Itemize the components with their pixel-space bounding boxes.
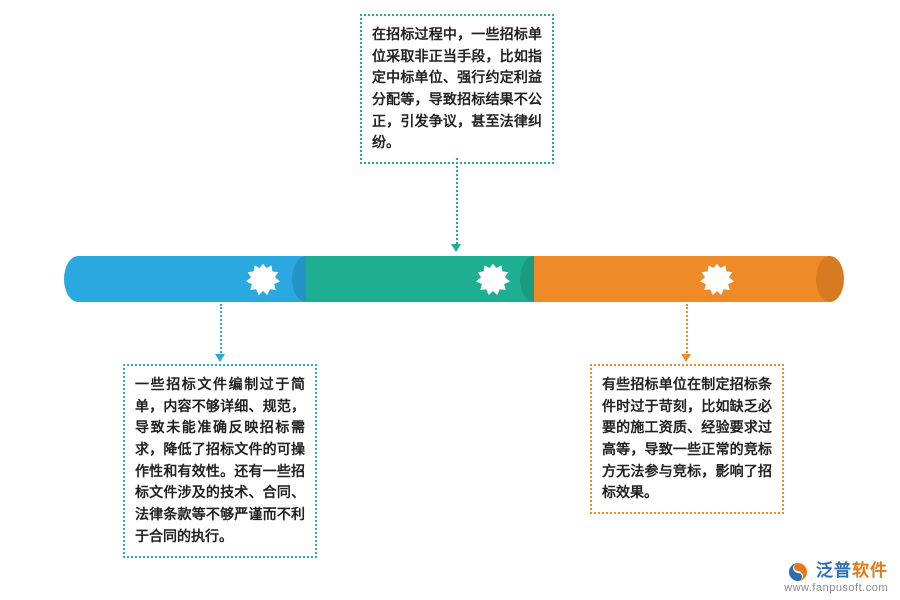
badge-1	[246, 262, 280, 296]
watermark-url: www.fanpusoft.com	[784, 582, 888, 594]
logo-icon	[788, 562, 808, 582]
connector-blue	[220, 304, 222, 356]
watermark-brand: 泛普软件	[816, 561, 888, 580]
segment-orange	[534, 256, 830, 302]
box-bottom-left: 一些招标文件编制过于简单，内容不够详细、规范，导致未能准确反映招标需求，降低了招…	[123, 364, 317, 558]
badge-3	[700, 262, 734, 296]
connector-orange	[686, 304, 688, 356]
connector-green	[456, 158, 458, 244]
box-top-center: 在招标过程中，一些招标单位采取非正当手段，比如指定中标单位、强行约定利益分配等，…	[360, 14, 554, 164]
box-bottom-left-text: 一些招标文件编制过于简单，内容不够详细、规范，导致未能准确反映招标需求，降低了招…	[135, 374, 305, 548]
box-bottom-right-text: 有些招标单位在制定招标条件时过于苛刻，比如缺乏必要的施工资质、经验要求过高等，导…	[602, 374, 772, 504]
box-bottom-right: 有些招标单位在制定招标条件时过于苛刻，比如缺乏必要的施工资质、经验要求过高等，导…	[590, 364, 784, 514]
arrow-orange	[681, 354, 691, 362]
arrow-blue	[215, 354, 225, 362]
arrow-green	[451, 244, 461, 252]
badge-2	[476, 262, 510, 296]
box-top-center-text: 在招标过程中，一些招标单位采取非正当手段，比如指定中标单位、强行约定利益分配等，…	[372, 24, 542, 154]
watermark: 泛普软件 www.fanpusoft.com	[784, 556, 888, 594]
diagram-canvas: 在招标过程中，一些招标单位采取非正当手段，比如指定中标单位、强行约定利益分配等，…	[0, 0, 900, 600]
